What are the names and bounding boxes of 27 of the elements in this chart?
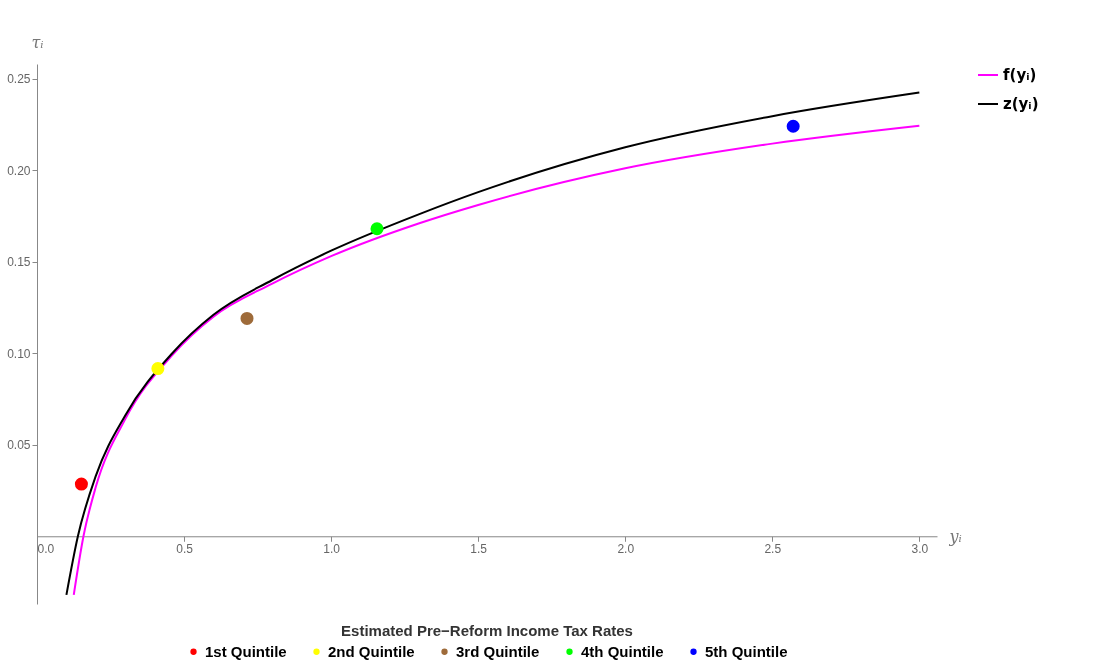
x-tick-label: 0.5 bbox=[176, 541, 194, 556]
x-tick-label: 2.0 bbox=[617, 541, 635, 556]
x-tick-label: 1.0 bbox=[323, 541, 341, 556]
y-tick-label: 0.20 bbox=[7, 163, 31, 178]
legend-label: 3rd Quintile bbox=[456, 642, 540, 660]
legend-label: 4th Quintile bbox=[581, 642, 664, 660]
legend-label: 1st Quintile bbox=[205, 642, 287, 660]
legend-label: 5th Quintile bbox=[705, 642, 788, 660]
y-tick-label: 0.25 bbox=[7, 72, 31, 87]
legend-label: 2nd Quintile bbox=[328, 642, 415, 660]
y-axis-title: τᵢ bbox=[31, 32, 44, 52]
x-tick-label: 2.5 bbox=[764, 541, 782, 556]
legend-label: f(yᵢ) bbox=[1003, 66, 1037, 84]
point bbox=[240, 311, 254, 325]
y-tick-label: 0.05 bbox=[7, 438, 31, 453]
y-tick-label: 0.10 bbox=[7, 346, 31, 361]
x-tick-label: 0.0 bbox=[37, 541, 55, 556]
y-tick-label: 0.15 bbox=[7, 255, 31, 270]
x-tick-label: 1.5 bbox=[470, 541, 488, 556]
x-tick-label: 3.0 bbox=[911, 541, 929, 556]
x-axis-title: yᵢ bbox=[948, 526, 962, 546]
point bbox=[74, 477, 88, 491]
point bbox=[151, 362, 165, 376]
legend-title: Estimated Pre−Reform Income Tax Rates bbox=[341, 622, 633, 639]
point bbox=[370, 222, 384, 236]
point bbox=[786, 119, 800, 133]
legend-label: z(yᵢ) bbox=[1003, 95, 1039, 113]
